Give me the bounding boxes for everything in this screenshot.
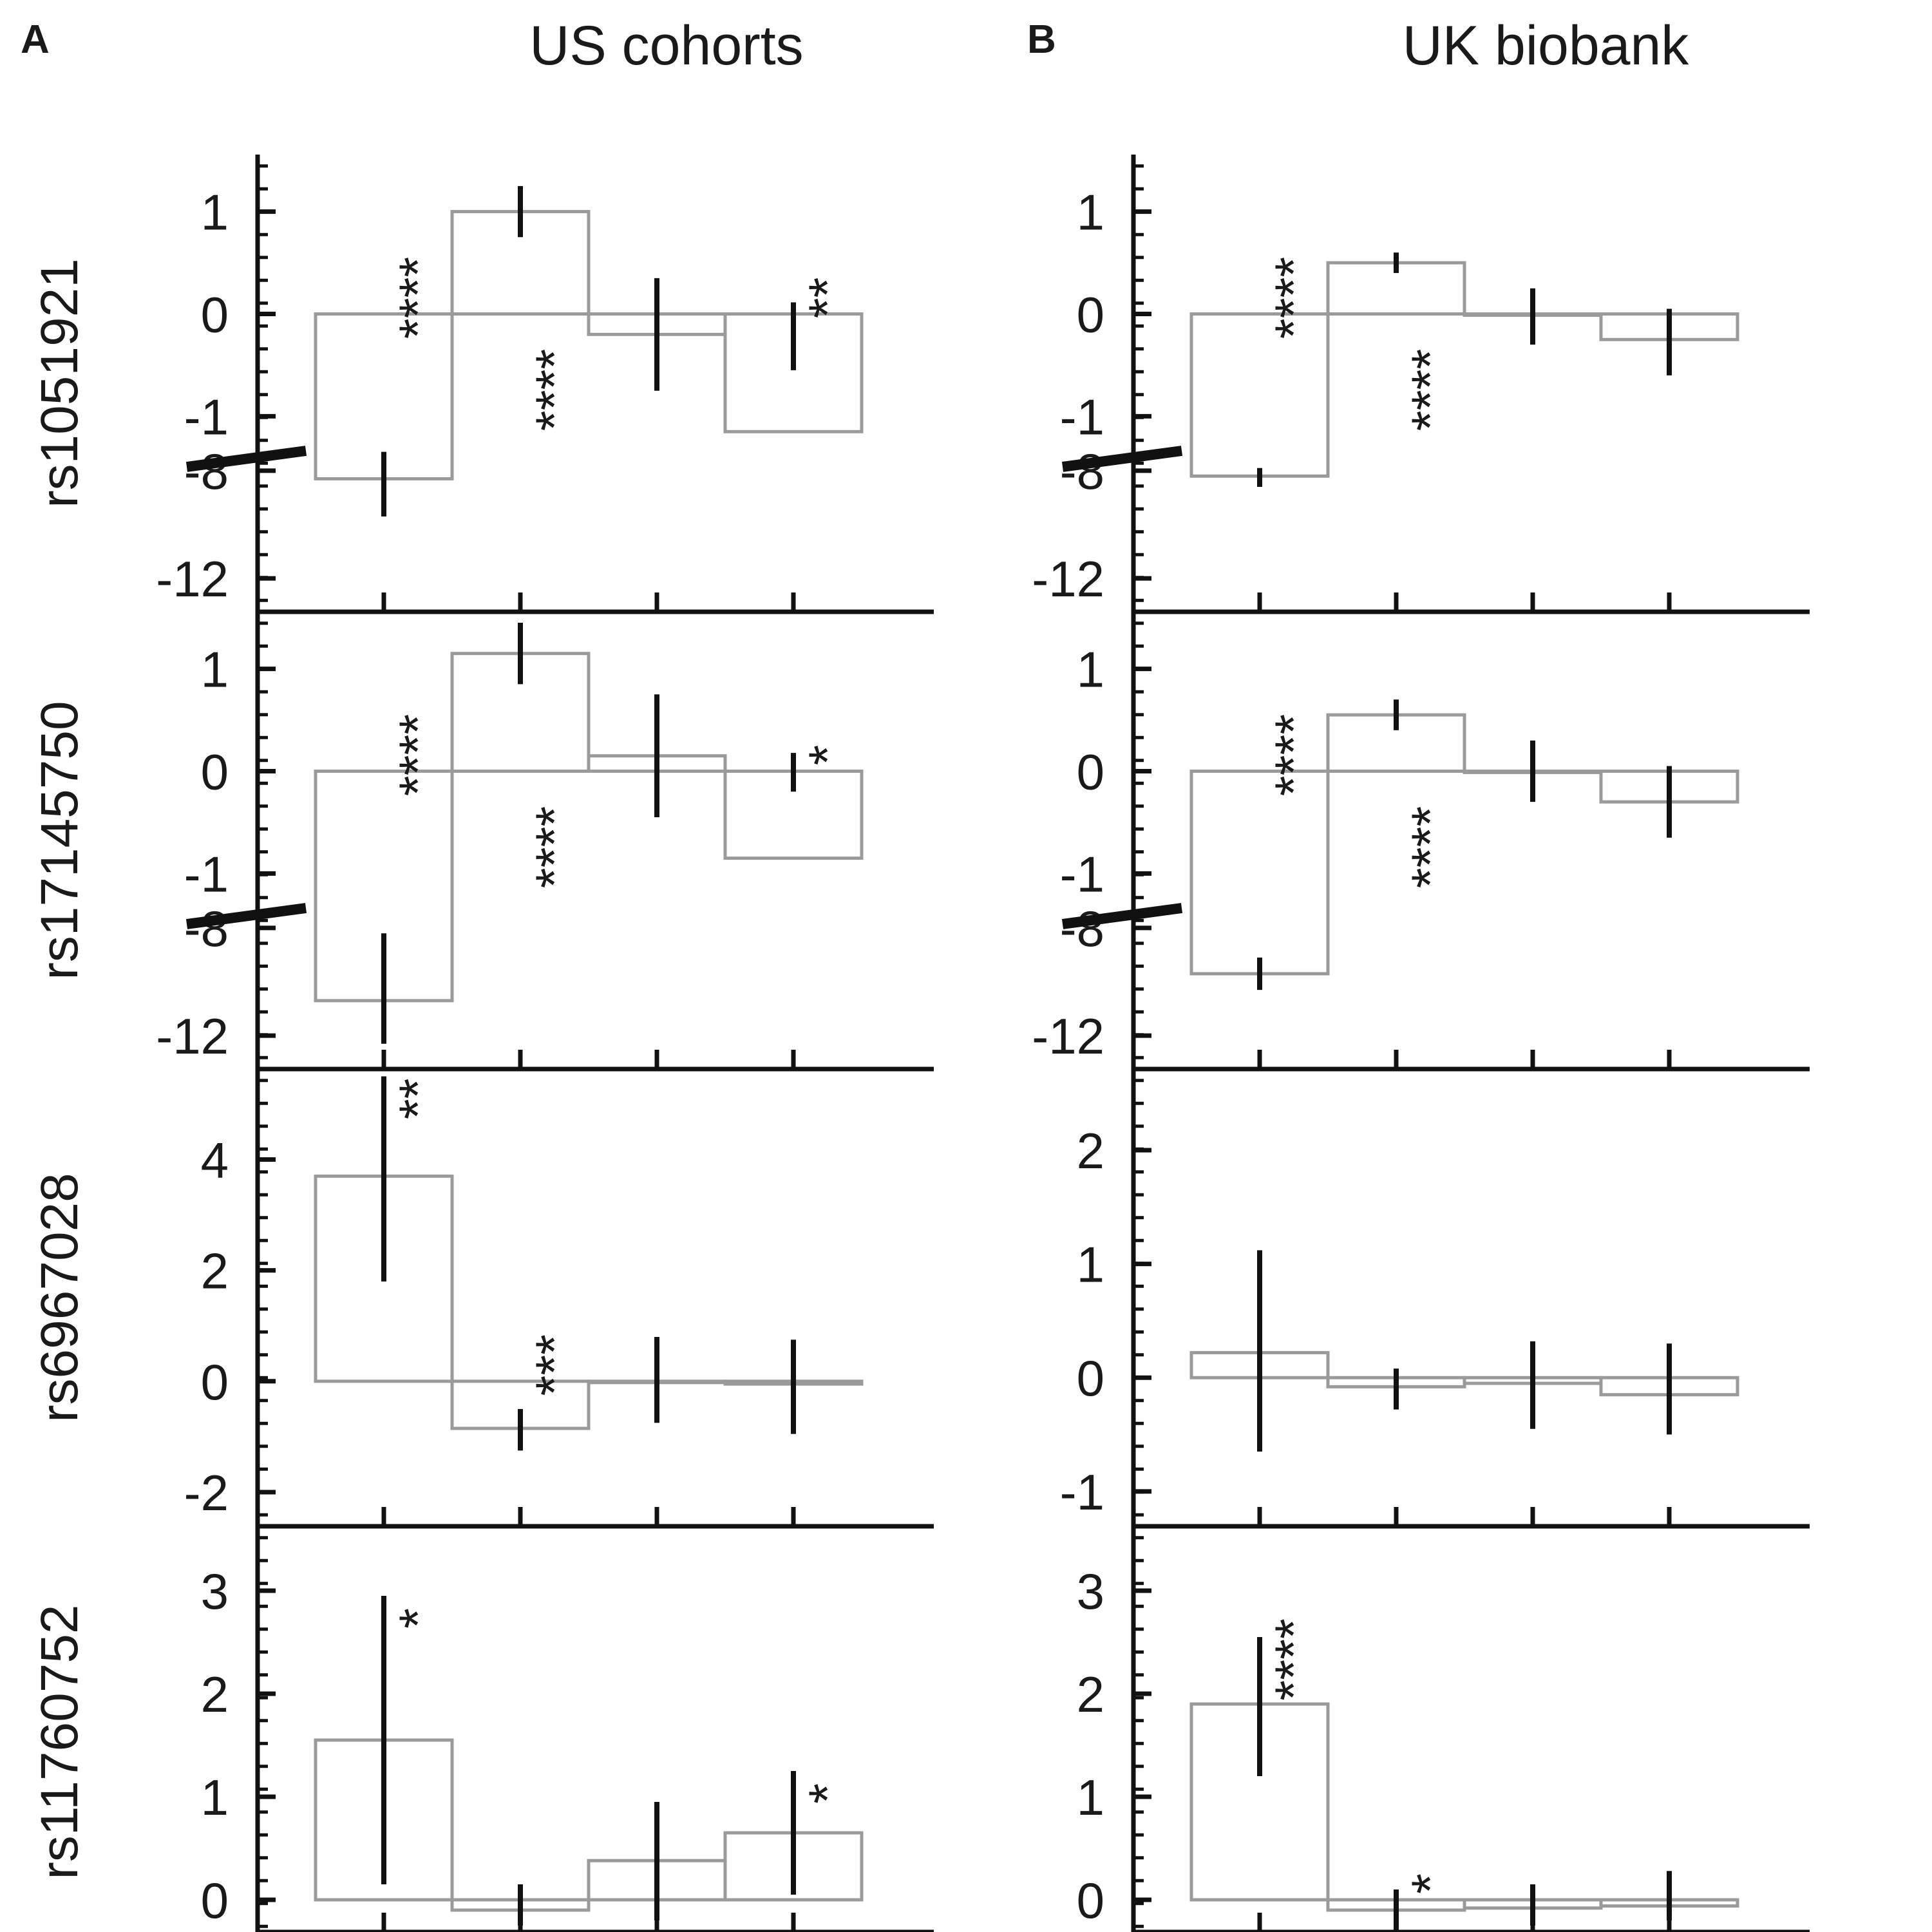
row-label-rs17145750: rs17145750	[30, 701, 89, 980]
plot-area: rs105192110-1-8-12**********10-1-8-12***…	[30, 155, 1810, 1932]
y-tick-label: 1	[1077, 641, 1104, 698]
y-tick-label: 3	[201, 1563, 229, 1620]
significance-stars: *	[799, 745, 857, 766]
axis-break-mark	[1061, 903, 1183, 929]
significance-stars: *	[799, 1783, 857, 1804]
significance-stars: ****	[526, 349, 584, 431]
panel-rs6967028-uk: 2 1 0 -1	[1060, 1069, 1810, 1529]
y-tick-label: 1	[1077, 184, 1104, 241]
significance-stars: ****	[1265, 257, 1323, 339]
panel-rs17145750-us: 10-1-8-12*********	[156, 612, 934, 1072]
significance-stars: ****	[1265, 1618, 1323, 1701]
significance-stars: **	[389, 1078, 448, 1119]
axis-break-mark	[1061, 446, 1183, 472]
significance-stars: ***	[526, 1334, 584, 1396]
y-tick-label: -12	[156, 551, 229, 607]
y-tick-label: 4	[201, 1132, 229, 1189]
significance-stars: ****	[1401, 349, 1460, 431]
panel-letter-a: A	[21, 17, 50, 62]
y-tick-label: -1	[1060, 1464, 1104, 1520]
y-tick-label: 3	[1077, 1563, 1104, 1620]
axis-break-mark	[185, 903, 307, 929]
y-tick-label: 2	[201, 1243, 229, 1300]
y-tick-label: 1	[1077, 1236, 1104, 1293]
y-tick-label: -12	[1032, 1008, 1104, 1065]
y-tick-label: 0	[1077, 1872, 1104, 1929]
y-tick-label: 0	[1077, 287, 1104, 343]
bar	[1189, 770, 1330, 976]
y-tick-label: -1	[184, 388, 229, 445]
y-tick-label: 2	[201, 1666, 229, 1723]
y-tick-label: -2	[184, 1464, 229, 1521]
panel-rs1051921-us: 10-1-8-12**********	[156, 155, 934, 614]
y-tick-label: 0	[1077, 1350, 1104, 1406]
y-tick-label: 2	[1077, 1666, 1104, 1723]
y-tick-label: 1	[201, 1769, 229, 1826]
significance-stars: *	[1401, 1873, 1460, 1894]
significance-stars: ****	[1265, 714, 1323, 797]
row-rs17145750: rs1714575010-1-8-12*********10-1-8-12***…	[30, 612, 1810, 1072]
significance-stars: **	[799, 278, 857, 319]
y-tick-label: 1	[201, 641, 229, 698]
y-tick-label: 0	[201, 1872, 229, 1929]
row-label-rs6967028: rs6967028	[30, 1173, 89, 1423]
significance-stars: *	[389, 1608, 448, 1629]
y-tick-label: -1	[1060, 388, 1104, 445]
axis-break-mark	[185, 446, 307, 472]
significance-stars: ****	[389, 257, 448, 339]
y-tick-label: -12	[156, 1008, 229, 1065]
row-rs1051921: rs105192110-1-8-12**********10-1-8-12***…	[30, 155, 1810, 614]
y-tick-label: 1	[201, 184, 229, 241]
row-label-rs1051921: rs1051921	[30, 258, 89, 508]
row-label-rs11760752: rs11760752	[30, 1604, 89, 1879]
y-tick-label: -1	[1060, 846, 1104, 902]
significance-stars: ****	[526, 806, 584, 889]
panel-title-us-cohorts: US cohorts	[529, 15, 803, 77]
y-tick-label: 0	[1077, 744, 1104, 800]
y-tick-label: 2	[1077, 1122, 1104, 1179]
panel-letter-b: B	[1027, 17, 1056, 62]
panel-headers: A US cohorts B UK biobank	[21, 15, 1689, 77]
panel-title-uk-biobank: UK biobank	[1403, 15, 1690, 77]
significance-stars: ****	[389, 714, 448, 797]
y-tick-label: -1	[184, 846, 229, 902]
panel-rs6967028-us: 420-2*****	[184, 1069, 934, 1529]
significance-stars: ****	[1401, 806, 1460, 889]
panel-rs17145750-uk: 10-1-8-12********	[1032, 612, 1810, 1072]
y-tick-label: -12	[1032, 551, 1104, 607]
panel-rs11760752-us: 3 2 1 0 * *	[201, 1526, 934, 1932]
y-tick-label: 0	[201, 1354, 229, 1410]
panel-rs1051921-uk: 10-1-8-12********	[1032, 155, 1810, 614]
y-tick-label: 1	[1077, 1769, 1104, 1826]
y-tick-label: 0	[201, 744, 229, 800]
y-tick-label: 0	[201, 287, 229, 343]
